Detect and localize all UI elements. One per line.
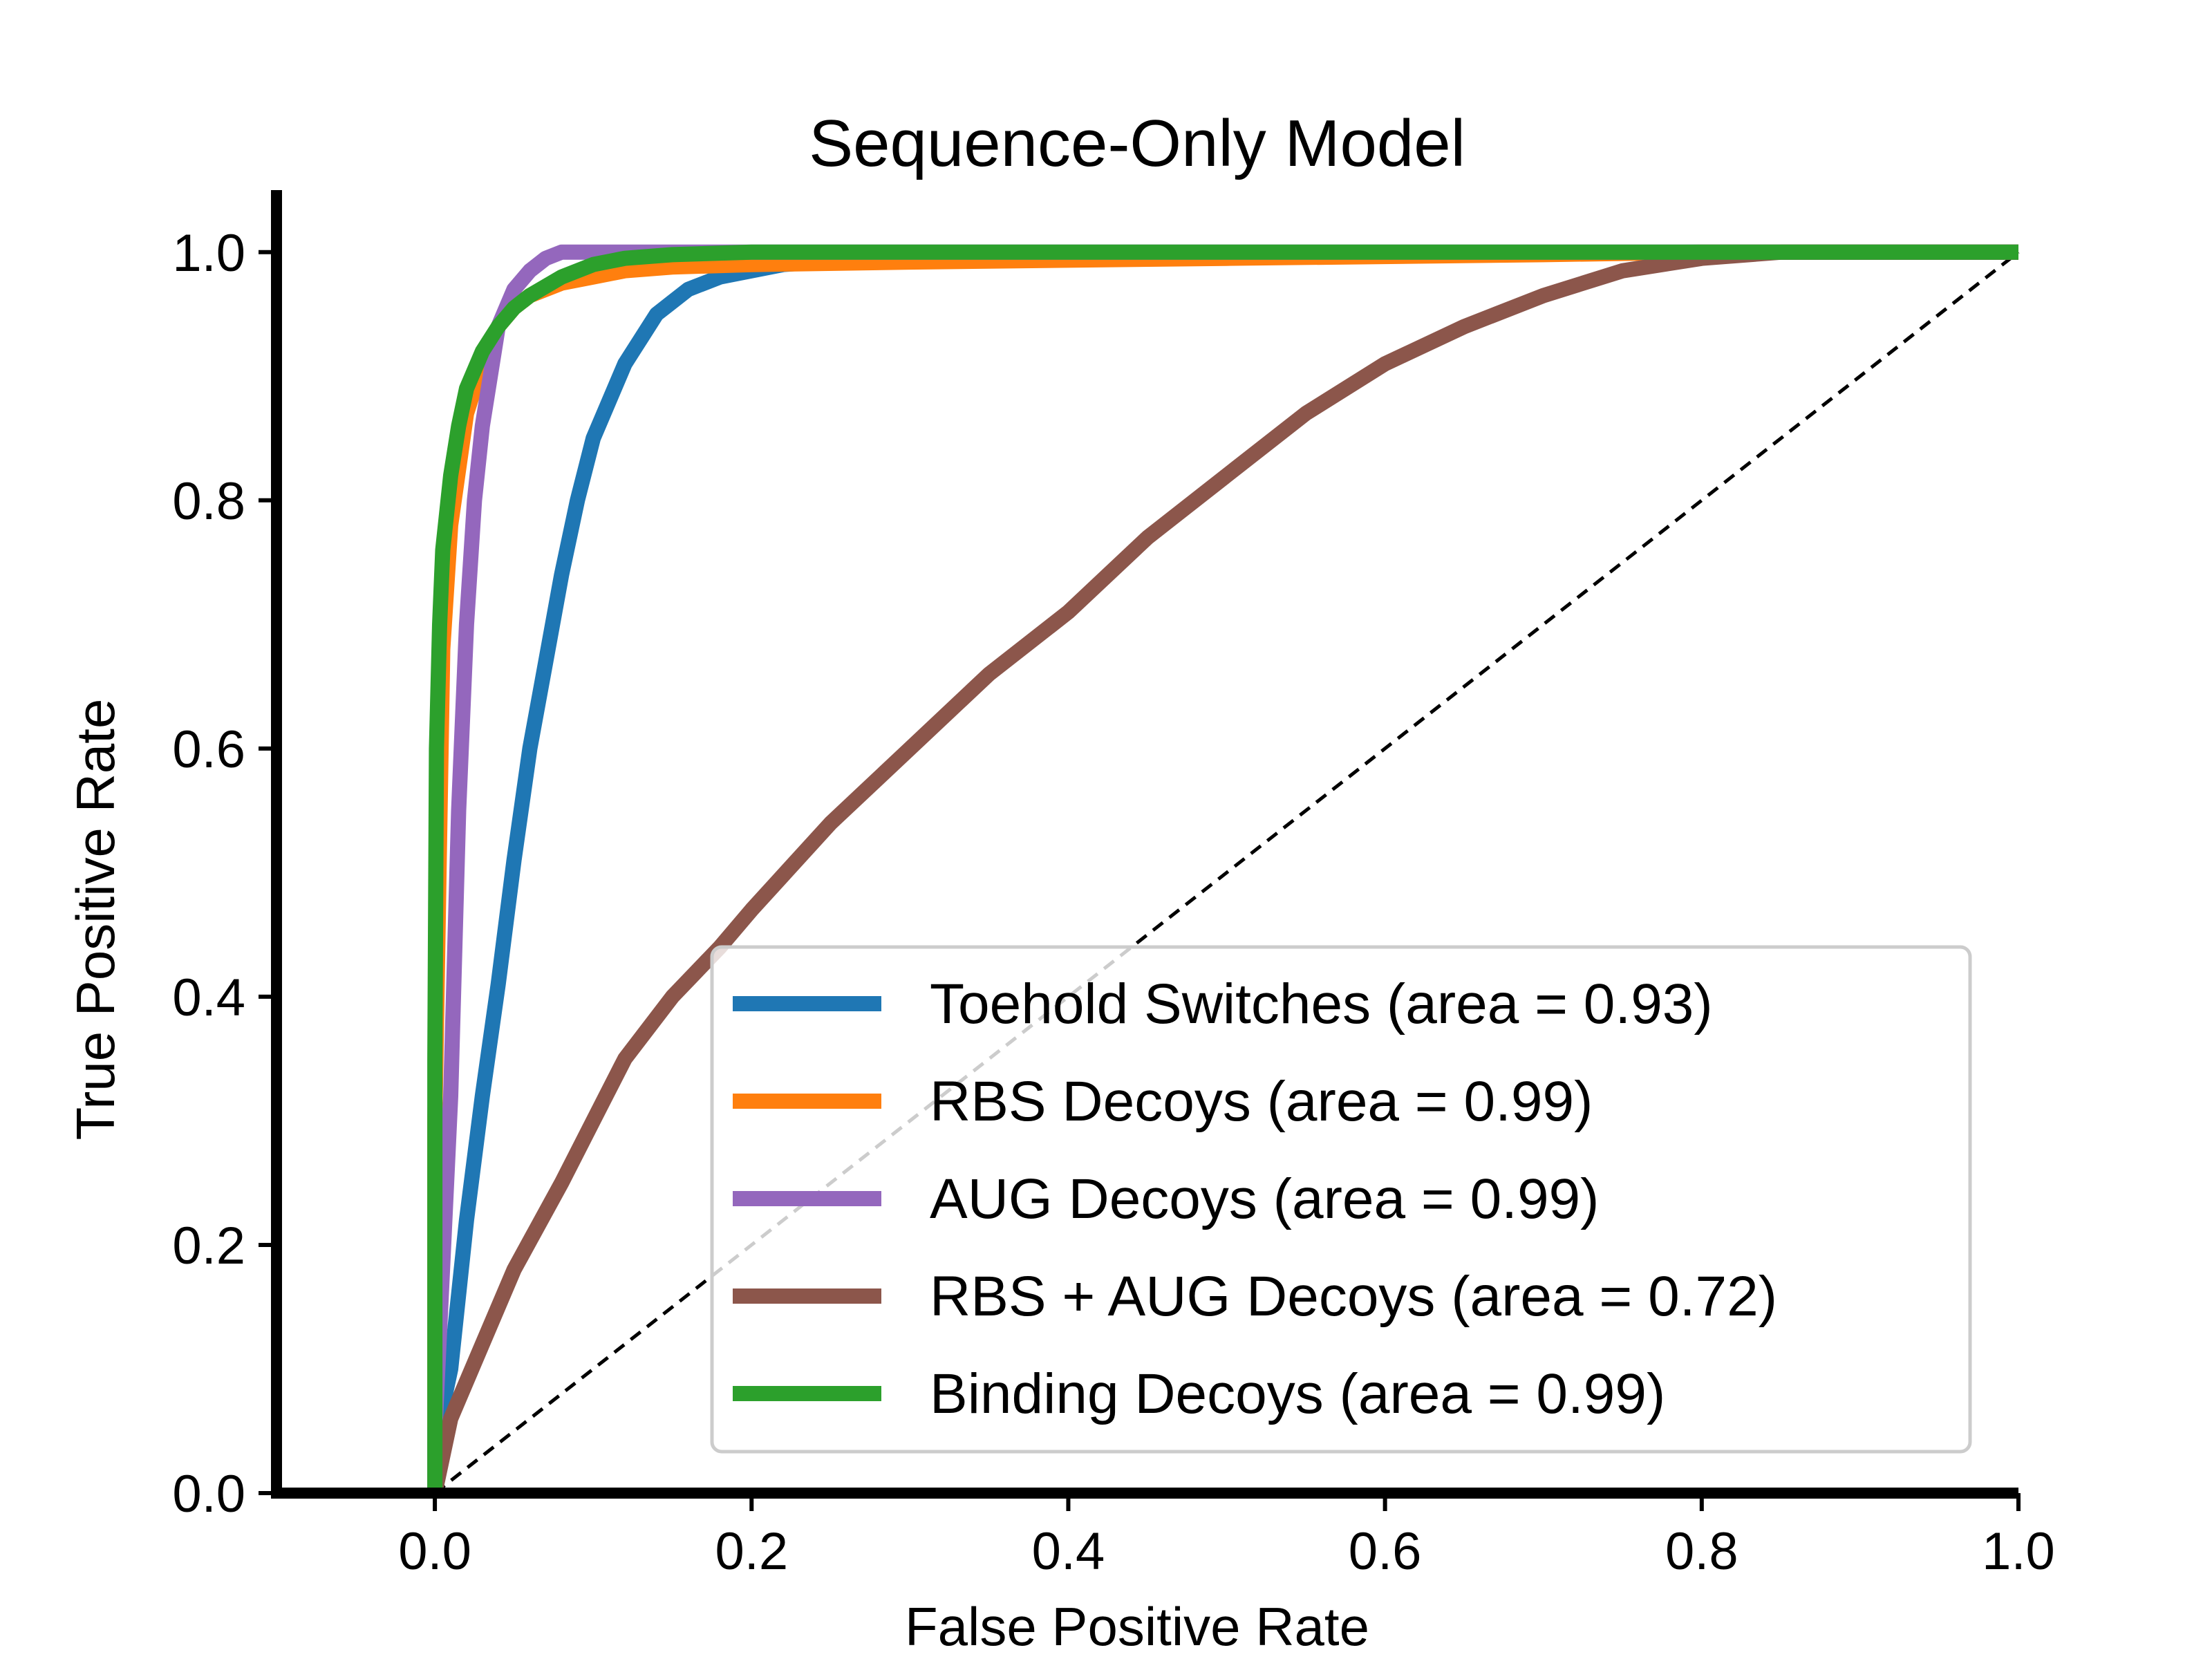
legend-label-3: AUG Decoys (area = 0.99) — [930, 1168, 1599, 1230]
y-tick-label: 0.0 — [172, 1465, 245, 1524]
legend-box — [710, 945, 1972, 1454]
ticks: 0.0 0.2 0.4 0.6 0.8 1.0 0.0 0.2 0.4 0.6 0.8 1.0 — [172, 224, 2054, 1581]
legend: Toehold Switches (area = 0.93) RBS Decoys… — [710, 945, 1972, 1454]
legend-label-2: RBS Decoys (area = 0.99) — [930, 1070, 1593, 1133]
x-tick-label: 0.2 — [715, 1522, 788, 1581]
x-tick-label: 0.6 — [1349, 1522, 1422, 1581]
y-tick-label: 0.2 — [172, 1217, 245, 1275]
x-axis-title: False Positive Rate — [905, 1596, 1369, 1657]
y-tick-label: 0.4 — [172, 968, 245, 1027]
legend-label-1: Toehold Switches (area = 0.93) — [930, 973, 1713, 1035]
diagonal-reference-line — [433, 250, 2020, 1494]
series-line-5 — [427, 244, 2018, 1493]
axes — [271, 190, 2018, 1499]
y-tick-label: 1.0 — [172, 224, 245, 283]
x-tick-label: 0.4 — [1032, 1522, 1105, 1581]
plot-lines — [427, 244, 2020, 1495]
x-tick-label: 1.0 — [1982, 1522, 2055, 1581]
x-tick-label: 0.0 — [398, 1522, 471, 1581]
legend-label-4: RBS + AUG Decoys (area = 0.72) — [930, 1265, 1777, 1328]
series-line-4 — [427, 244, 2018, 1495]
y-tick-label: 0.8 — [172, 472, 245, 531]
chart-title: Sequence-Only Model — [809, 106, 1465, 180]
y-axis-title: True Positive Rate — [65, 699, 126, 1141]
legend-label-5: Binding Decoys (area = 0.99) — [930, 1362, 1665, 1425]
y-tick-label: 0.6 — [172, 720, 245, 779]
x-tick-label: 0.8 — [1665, 1522, 1738, 1581]
